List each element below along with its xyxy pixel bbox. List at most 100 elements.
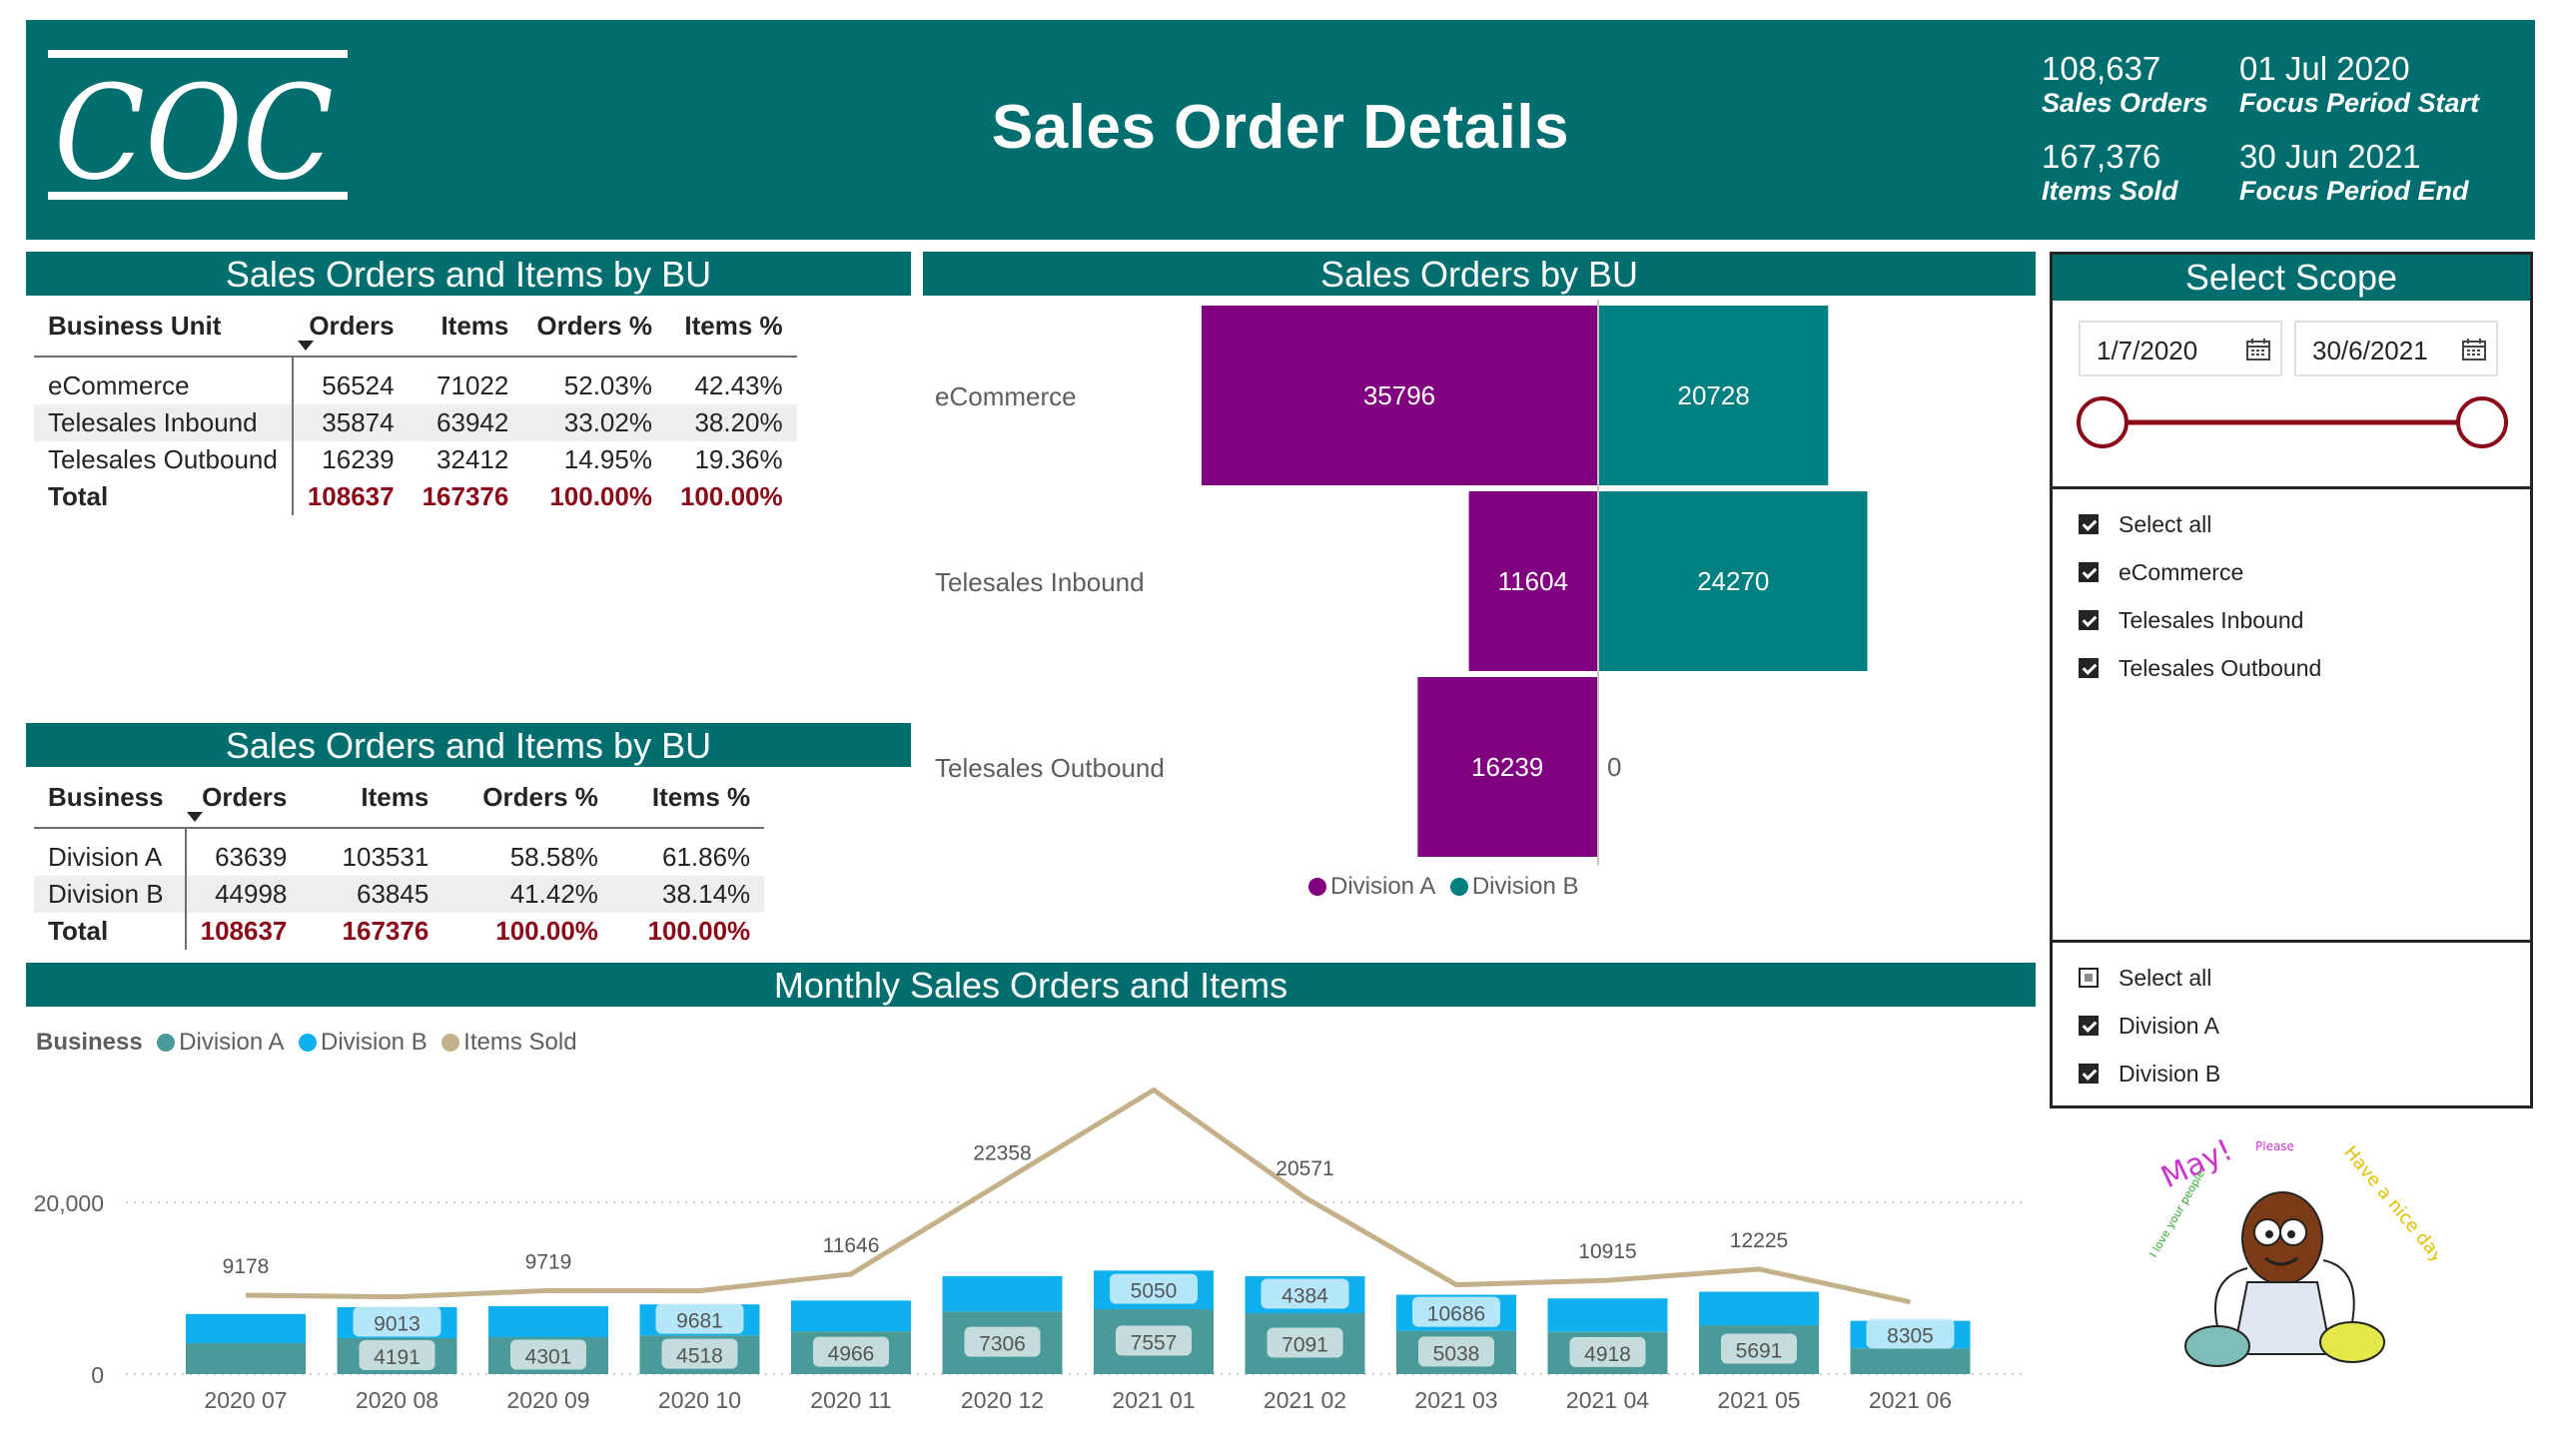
table-cell: 100.00% — [679, 481, 783, 511]
legend-dot-division-b — [1449, 878, 1468, 896]
legend-label: Division A — [1330, 873, 1436, 900]
checkbox[interactable] — [2079, 514, 2099, 534]
table-cell: 14.95% — [563, 444, 652, 474]
section-title-bu-table: Sales Orders and Items by BU — [26, 252, 911, 296]
legend-label: Division B — [321, 1029, 427, 1056]
checkbox-label: Telesales Inbound — [2119, 606, 2304, 633]
bu-filter-list: Select all eCommerce Telesales Inbound T… — [2079, 500, 2321, 692]
bar-division-b[interactable] — [186, 1313, 306, 1344]
table-cell: 42.43% — [694, 370, 783, 400]
table-total-row: Total 108637 167376 100.00% 100.00% — [34, 913, 764, 950]
data-label-items-sold: 22358 — [973, 1142, 1031, 1165]
col-header[interactable]: Items % — [665, 304, 797, 358]
x-tick-label: 2020 11 — [810, 1387, 891, 1413]
section-title-monthly-chart: Monthly Sales Orders and Items — [26, 963, 2036, 1007]
calendar-icon[interactable] — [2462, 339, 2486, 361]
start-date-value: 1/7/2020 — [2097, 336, 2198, 365]
table-cell: 32412 — [436, 444, 509, 474]
data-label-bg — [661, 1338, 738, 1369]
col-header[interactable]: Items — [408, 304, 523, 358]
monthly-chart-legend: Business Division A Division B Items Sol… — [36, 1029, 587, 1057]
division-filter-select-all[interactable]: Select all — [2079, 954, 2220, 1002]
bar-division-b[interactable] — [942, 1275, 1063, 1312]
table-cell: 19.36% — [694, 444, 783, 474]
kpi-label: Sales Orders — [2042, 88, 2208, 118]
bu-filter-telesales-outbound[interactable]: Telesales Outbound — [2079, 644, 2321, 692]
bar-division-a[interactable] — [1202, 306, 1597, 485]
col-header[interactable]: Orders % — [442, 775, 612, 829]
col-header[interactable]: Items — [301, 775, 443, 829]
table-row[interactable]: Telesales Inbound 35874 63942 33.02% 38.… — [34, 404, 797, 441]
date-range-slider[interactable] — [2073, 392, 2512, 452]
checkbox[interactable] — [2079, 968, 2099, 988]
table-cell: Division B — [34, 876, 187, 913]
col-header-sorted[interactable]: Orders — [185, 775, 302, 829]
table-row[interactable]: Division A 63639 103531 58.58% 61.86% — [34, 828, 764, 876]
bu-filter-telesales-inbound[interactable]: Telesales Inbound — [2079, 596, 2321, 644]
col-header-sorted[interactable]: Orders — [292, 304, 409, 358]
data-label-division-a: 5038 — [1433, 1342, 1480, 1365]
data-label-division-a: 7306 — [979, 1333, 1026, 1356]
bar-division-b[interactable] — [1699, 1291, 1819, 1326]
table-cell: 167376 — [422, 481, 509, 511]
data-label-bg — [1418, 1336, 1494, 1367]
bar-division-a[interactable] — [1850, 1348, 1971, 1374]
table-row[interactable]: eCommerce 56524 71022 52.03% 42.43% — [34, 357, 797, 404]
focus-period-start: 01 Jul 2020 Focus Period Start — [2239, 50, 2479, 119]
bar-division-a[interactable] — [1417, 677, 1597, 857]
data-label-bg — [1267, 1327, 1343, 1358]
checkbox[interactable] — [2079, 562, 2099, 582]
bar-division-b[interactable] — [1547, 1298, 1668, 1332]
sort-descending-icon — [187, 812, 203, 822]
cartoon-telephonist-illustration: May! Please Have a nice day I love your … — [2147, 1132, 2437, 1367]
bar-division-a[interactable] — [1468, 491, 1597, 671]
table-cell: 108637 — [200, 916, 288, 946]
table-cell: 103531 — [342, 842, 429, 872]
bar-division-b[interactable] — [791, 1300, 911, 1332]
slider-handle-end[interactable] — [2456, 396, 2508, 448]
data-label-division-b: 10686 — [1427, 1303, 1485, 1326]
data-label-bg — [1721, 1333, 1797, 1364]
bar-division-b[interactable] — [488, 1306, 608, 1338]
bar-division-b[interactable] — [1599, 491, 1868, 671]
checkbox[interactable] — [2079, 658, 2099, 678]
x-tick-label: 2020 10 — [658, 1387, 741, 1413]
start-date-input[interactable]: 1/7/2020 — [2079, 321, 2282, 376]
table-cell: 167376 — [342, 916, 429, 946]
end-date-input[interactable]: 30/6/2021 — [2294, 321, 2498, 376]
table-row[interactable]: Telesales Outbound 16239 32412 14.95% 19… — [34, 441, 797, 478]
division-matrix[interactable]: Business Orders Items Orders % Items % D… — [34, 775, 765, 950]
checkbox[interactable] — [2079, 610, 2099, 630]
col-header[interactable]: Items % — [611, 775, 765, 829]
bu-matrix[interactable]: Business Unit Orders Items Orders % Item… — [34, 304, 797, 515]
col-header[interactable]: Orders % — [522, 304, 666, 358]
bar-division-a[interactable] — [186, 1343, 306, 1374]
data-label-items-sold: 9719 — [525, 1250, 572, 1273]
col-header[interactable]: Business Unit — [34, 304, 293, 358]
bar-division-b[interactable] — [1599, 306, 1829, 485]
data-label-division-a: 5691 — [1736, 1340, 1783, 1363]
checkbox[interactable] — [2079, 1064, 2099, 1084]
monthly-combo-chart[interactable]: 0 20,000 2020 07 2020 08 4191 9013 2020 09 4301… — [26, 1069, 2054, 1428]
division-filter-division-b[interactable]: Division B — [2079, 1050, 2220, 1097]
data-label-items-sold: 33079 — [1125, 1069, 1183, 1074]
x-tick-label: 2021 01 — [1112, 1387, 1195, 1413]
table-cell: 38.20% — [665, 404, 797, 441]
calendar-icon[interactable] — [2246, 339, 2270, 361]
line-items-sold[interactable] — [245, 1087, 1912, 1305]
data-label-division-a: 7091 — [1281, 1334, 1328, 1357]
bu-filter-select-all[interactable]: Select all — [2079, 500, 2321, 548]
data-label: 16239 — [1471, 752, 1543, 782]
bu-filter-ecommerce[interactable]: eCommerce — [2079, 548, 2321, 596]
checkbox[interactable] — [2079, 1016, 2099, 1036]
slider-handle-start[interactable] — [2077, 396, 2129, 448]
table-cell: 35874 — [292, 404, 409, 441]
section-title-division-table: Sales Orders and Items by BU — [26, 723, 911, 767]
col-header[interactable]: Business — [34, 775, 186, 829]
bu-bar-chart[interactable]: eCommerce 35796 20728 Telesales Inbound 1160… — [923, 300, 2036, 919]
data-label-division-b: 5050 — [1131, 1280, 1178, 1303]
division-filter-division-a[interactable]: Division A — [2079, 1002, 2220, 1050]
table-row[interactable]: Division B 44998 63845 41.42% 38.14% — [34, 876, 765, 913]
kpi-value: 01 Jul 2020 — [2239, 50, 2410, 87]
kpi-label: Items Sold — [2042, 176, 2178, 206]
